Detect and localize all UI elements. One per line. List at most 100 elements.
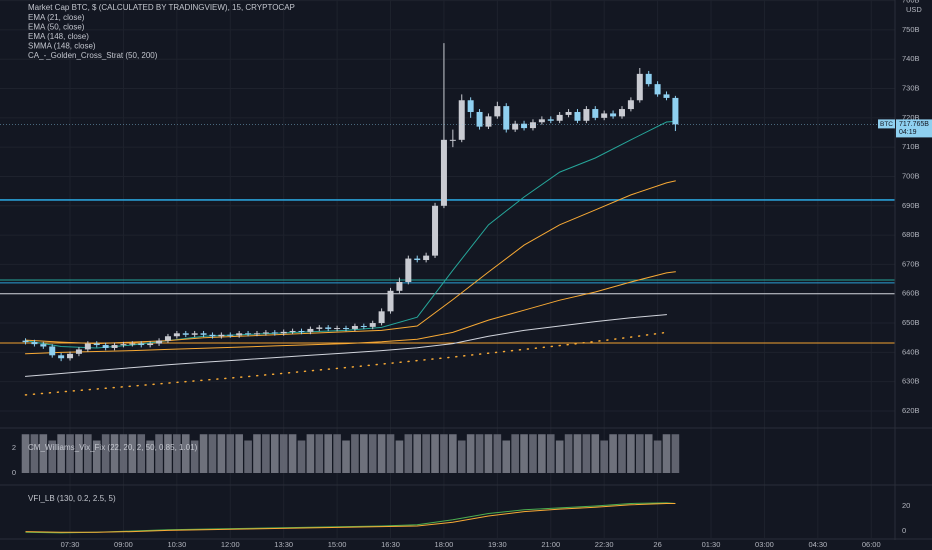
symbol-tag	[878, 119, 895, 129]
bar	[511, 434, 519, 473]
bar	[600, 440, 608, 473]
bar	[57, 434, 65, 473]
y-tick-label: 20	[902, 501, 910, 510]
candle-body	[360, 325, 367, 327]
y-tick-label: 700B	[902, 171, 920, 180]
candle-body	[209, 334, 216, 337]
bar	[635, 434, 644, 473]
y-tick-label: 710B	[902, 142, 920, 151]
bar	[119, 434, 128, 473]
candle-body	[262, 332, 269, 334]
bar	[573, 434, 582, 473]
candle-body	[236, 333, 243, 336]
axes: 07:30 09:00 10:30 12:00 13:30 15:00 16:30 18:00…	[12, 0, 932, 549]
bar	[360, 434, 368, 473]
x-tick-label: 15:00	[328, 540, 347, 549]
bar	[395, 440, 404, 473]
x-tick-label: 22:30	[595, 540, 614, 549]
bar	[555, 440, 564, 473]
candle-body	[627, 100, 634, 110]
candle-body	[111, 345, 118, 348]
bar	[84, 434, 92, 473]
bar	[627, 434, 635, 473]
bar	[146, 440, 154, 473]
x-tick-label: 12:00	[221, 540, 240, 549]
candle-body	[75, 349, 82, 354]
candle-body	[325, 327, 332, 329]
candle-body	[147, 343, 154, 346]
legend-entry: SMMA (148, close)	[28, 42, 96, 51]
y-tick-label: 740B	[902, 54, 920, 63]
candle-body	[610, 113, 617, 117]
candle-body	[645, 73, 652, 85]
candle-body	[378, 311, 385, 324]
price-axis	[895, 0, 932, 550]
x-tick-label: 04:30	[808, 540, 827, 549]
price-tag	[896, 119, 932, 138]
bar	[226, 434, 235, 473]
candle-body	[458, 100, 465, 140]
candle-body	[316, 327, 323, 329]
candle-body	[494, 106, 501, 117]
legend-entry: EMA (148, close)	[28, 32, 89, 41]
candle-body	[40, 344, 47, 347]
x-tick-label: 26	[653, 540, 661, 549]
candle-body	[200, 333, 207, 335]
candle-body	[369, 323, 376, 327]
bar	[244, 440, 252, 473]
bar	[422, 434, 430, 473]
bar	[306, 434, 315, 473]
x-tick-label: 06:00	[862, 540, 881, 549]
bar	[404, 434, 413, 473]
bar	[324, 434, 333, 473]
candle-body	[49, 346, 56, 356]
candle-body	[84, 343, 91, 350]
candle-body	[618, 109, 625, 117]
bar	[377, 434, 386, 473]
candle-body	[636, 73, 643, 101]
candle-body	[182, 333, 189, 335]
y-tick-label: 640B	[902, 347, 920, 356]
bar	[21, 434, 30, 473]
x-tick-label: 03:00	[755, 540, 774, 549]
bar	[342, 440, 350, 473]
candle-body	[227, 334, 234, 336]
bar	[39, 434, 48, 473]
bar	[538, 434, 546, 473]
bar	[386, 434, 395, 473]
candle-body	[387, 290, 394, 312]
bar	[449, 434, 457, 473]
y-tick-label: 2	[12, 443, 16, 452]
bar	[101, 434, 110, 473]
candle-body	[512, 123, 519, 130]
chart-title: Market Cap BTC, $ (CALCULATED BY TRADING…	[28, 3, 295, 12]
candle-body	[120, 344, 127, 346]
candle-body	[521, 123, 528, 129]
candle-body	[67, 353, 74, 359]
candle-body	[191, 333, 198, 335]
bar	[493, 434, 502, 473]
x-tick-label: 07:30	[61, 540, 80, 549]
x-tick-label: 19:30	[488, 540, 507, 549]
candle-body	[396, 282, 403, 291]
candle-body	[449, 139, 456, 141]
line	[25, 502, 676, 534]
candle-body	[31, 342, 38, 345]
y-tick-label: 650B	[902, 318, 920, 327]
line	[25, 503, 676, 533]
pane-title: CM_Williams_Vix_Fix (22, 20, 2, 50, 0.85…	[28, 443, 198, 452]
candle-body	[218, 334, 225, 337]
candle-body	[663, 94, 670, 98]
bar	[110, 434, 119, 473]
bar	[644, 434, 653, 473]
candle-body	[476, 111, 483, 127]
bar	[66, 434, 74, 473]
legend-entry: CA_-_Golden_Cross_Strat (50, 200)	[28, 51, 158, 60]
marks: EMA (21, close)EMA (50, close)EMA (148, …	[0, 13, 932, 534]
bar	[279, 434, 288, 473]
pane-title: VFI_LB (130, 0.2, 2.5, 5)	[28, 494, 116, 503]
indicator-line	[25, 271, 676, 355]
candle-body	[485, 116, 492, 127]
x-tick-label: 09:00	[114, 540, 133, 549]
